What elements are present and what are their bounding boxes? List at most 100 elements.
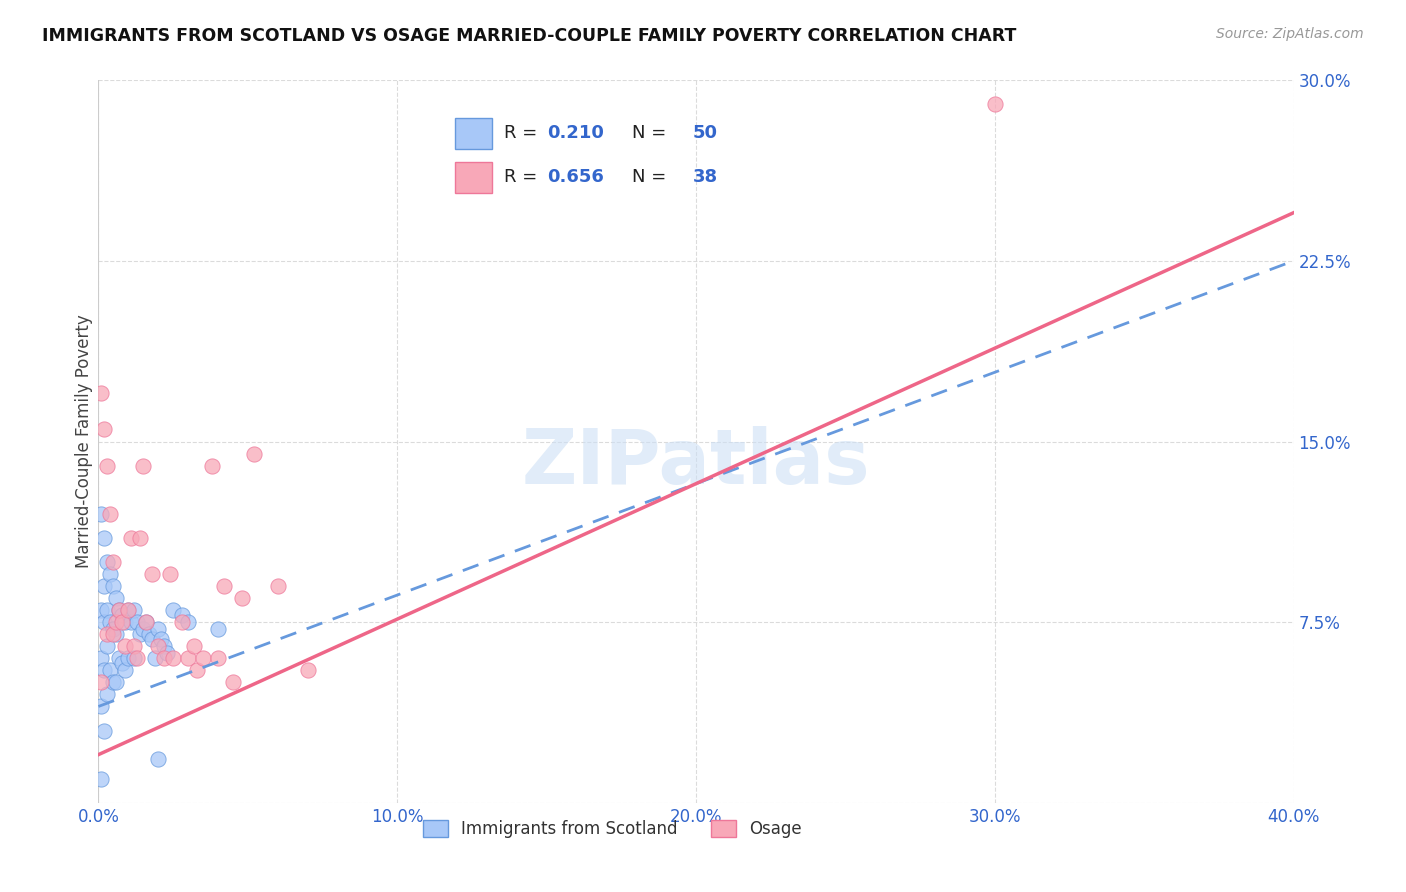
Point xyxy=(135,615,157,630)
Point xyxy=(90,772,112,786)
Text: Source: ZipAtlas.com: Source: ZipAtlas.com xyxy=(1216,27,1364,41)
Point xyxy=(103,579,125,593)
Point xyxy=(117,603,139,617)
FancyBboxPatch shape xyxy=(454,118,492,149)
Point xyxy=(98,507,122,521)
Point xyxy=(103,675,125,690)
Point xyxy=(93,422,115,436)
Point xyxy=(159,567,181,582)
Point xyxy=(108,603,131,617)
Point xyxy=(132,623,155,637)
Point xyxy=(105,591,128,605)
Point xyxy=(231,591,253,605)
Point xyxy=(162,651,184,665)
Point xyxy=(96,627,118,641)
Point xyxy=(124,603,146,617)
Point xyxy=(117,603,139,617)
Point xyxy=(153,651,176,665)
Point xyxy=(93,531,115,545)
Text: 50: 50 xyxy=(693,124,717,142)
Point xyxy=(132,458,155,473)
Point xyxy=(207,623,229,637)
Point xyxy=(177,615,200,630)
Point xyxy=(98,615,122,630)
Point xyxy=(90,507,112,521)
Point xyxy=(98,664,122,678)
Point xyxy=(183,639,205,653)
Point xyxy=(127,651,149,665)
Point xyxy=(103,627,125,641)
Point xyxy=(148,639,170,653)
Point xyxy=(120,615,142,630)
Text: N =: N = xyxy=(631,124,672,142)
Point xyxy=(267,579,290,593)
Text: N =: N = xyxy=(631,169,672,186)
Point xyxy=(129,531,152,545)
Point xyxy=(90,651,112,665)
Point xyxy=(984,97,1007,112)
Point xyxy=(103,623,125,637)
Point xyxy=(103,555,125,569)
Point xyxy=(162,603,184,617)
Point xyxy=(138,627,160,641)
Point xyxy=(150,632,173,646)
Point xyxy=(105,675,128,690)
Point xyxy=(108,603,131,617)
Point xyxy=(153,639,176,653)
Point xyxy=(93,579,115,593)
Point xyxy=(129,627,152,641)
Point xyxy=(96,458,118,473)
FancyBboxPatch shape xyxy=(454,161,492,193)
Point xyxy=(207,651,229,665)
Point xyxy=(135,615,157,630)
Point xyxy=(105,627,128,641)
Point xyxy=(143,651,166,665)
Point xyxy=(96,639,118,653)
Point xyxy=(148,623,170,637)
Point xyxy=(114,664,136,678)
Point xyxy=(90,699,112,714)
Point xyxy=(186,664,208,678)
Point xyxy=(90,386,112,401)
Point xyxy=(90,675,112,690)
Point xyxy=(201,458,224,473)
Text: R =: R = xyxy=(503,124,543,142)
Text: R =: R = xyxy=(503,169,543,186)
Point xyxy=(90,603,112,617)
Point xyxy=(172,607,194,622)
Point xyxy=(111,607,134,622)
Legend: Immigrants from Scotland, Osage: Immigrants from Scotland, Osage xyxy=(416,814,808,845)
Point xyxy=(243,446,266,460)
Point xyxy=(124,639,146,653)
Point xyxy=(297,664,319,678)
Y-axis label: Married-Couple Family Poverty: Married-Couple Family Poverty xyxy=(75,315,93,568)
Point xyxy=(111,656,134,670)
Point xyxy=(117,651,139,665)
Point xyxy=(141,632,163,646)
Point xyxy=(96,687,118,701)
Point xyxy=(141,567,163,582)
Point xyxy=(93,615,115,630)
Text: ZIPatlas: ZIPatlas xyxy=(522,426,870,500)
Point xyxy=(108,651,131,665)
Point xyxy=(172,615,194,630)
Point xyxy=(98,567,122,582)
Point xyxy=(96,603,118,617)
Point xyxy=(114,615,136,630)
Point xyxy=(191,651,214,665)
Point xyxy=(222,675,245,690)
Point xyxy=(93,664,115,678)
Text: 0.656: 0.656 xyxy=(547,169,605,186)
Point xyxy=(96,555,118,569)
Point xyxy=(93,723,115,738)
Point xyxy=(111,615,134,630)
Point xyxy=(177,651,200,665)
Point xyxy=(105,615,128,630)
Text: 38: 38 xyxy=(693,169,717,186)
Text: IMMIGRANTS FROM SCOTLAND VS OSAGE MARRIED-COUPLE FAMILY POVERTY CORRELATION CHAR: IMMIGRANTS FROM SCOTLAND VS OSAGE MARRIE… xyxy=(42,27,1017,45)
Point xyxy=(114,639,136,653)
Point xyxy=(127,615,149,630)
Point xyxy=(156,647,179,661)
Point xyxy=(124,651,146,665)
Point xyxy=(212,579,235,593)
